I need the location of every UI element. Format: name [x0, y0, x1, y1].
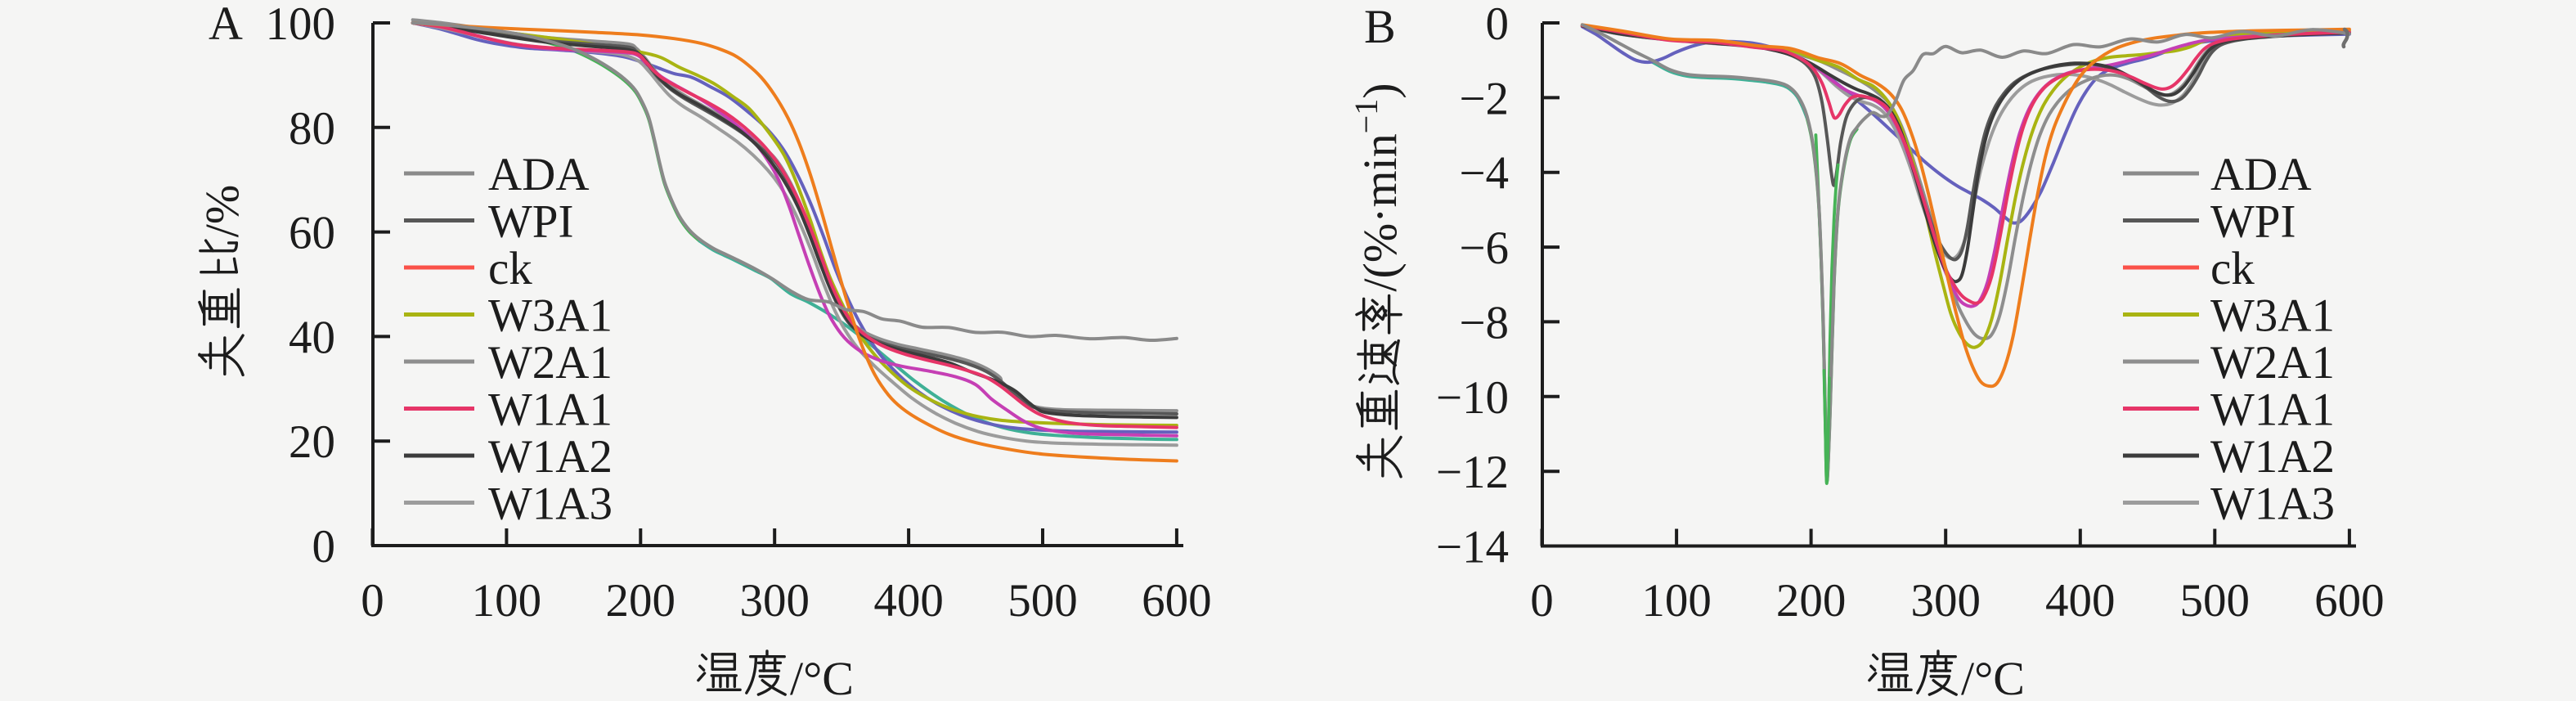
svg-text:400: 400	[873, 575, 944, 627]
svg-text:60: 60	[289, 208, 335, 259]
svg-text:/(%·min: /(%·min	[1353, 133, 1407, 291]
svg-text:/°C: /°C	[790, 652, 854, 701]
svg-text:ck: ck	[2210, 243, 2255, 294]
svg-text:W3A1: W3A1	[2210, 290, 2335, 342]
svg-text:500: 500	[1008, 575, 1078, 627]
svg-text:−2: −2	[1459, 73, 1509, 124]
svg-text:/%: /%	[195, 185, 249, 237]
svg-text:−10: −10	[1436, 372, 1509, 424]
svg-text:W1A3: W1A3	[2210, 479, 2335, 530]
svg-text:WPI: WPI	[2210, 196, 2296, 248]
svg-text:−8: −8	[1459, 297, 1509, 348]
svg-text:0: 0	[1486, 0, 1510, 50]
svg-text:−4: −4	[1459, 148, 1509, 200]
svg-text:W2A1: W2A1	[488, 337, 613, 389]
svg-text:ADA: ADA	[2210, 149, 2312, 200]
svg-text:W1A2: W1A2	[2210, 431, 2335, 483]
svg-text:0: 0	[1530, 575, 1554, 627]
svg-text:B: B	[1364, 0, 1396, 53]
svg-text:W2A1: W2A1	[2210, 337, 2335, 389]
svg-text:): )	[1353, 83, 1407, 98]
svg-text:300: 300	[739, 575, 810, 627]
svg-text:0: 0	[361, 575, 384, 627]
svg-text:600: 600	[1142, 575, 1212, 627]
svg-text:−6: −6	[1459, 222, 1509, 274]
svg-text:300: 300	[1910, 575, 1981, 627]
svg-text:WPI: WPI	[488, 196, 573, 248]
svg-text:100: 100	[472, 575, 542, 627]
svg-text:100: 100	[1641, 575, 1712, 627]
svg-text:−12: −12	[1436, 447, 1509, 498]
svg-text:200: 200	[606, 575, 676, 627]
svg-text:600: 600	[2314, 575, 2385, 627]
svg-text:80: 80	[289, 103, 335, 155]
svg-text:W1A2: W1A2	[488, 431, 613, 483]
svg-text:W1A1: W1A1	[488, 384, 613, 436]
svg-text:W1A3: W1A3	[488, 479, 613, 530]
svg-text:500: 500	[2180, 575, 2251, 627]
svg-text:ck: ck	[488, 243, 532, 294]
svg-text:400: 400	[2045, 575, 2116, 627]
svg-text:A: A	[209, 0, 243, 50]
svg-text:0: 0	[312, 521, 336, 573]
svg-text:100: 100	[266, 0, 336, 50]
svg-text:−1: −1	[1348, 99, 1384, 134]
svg-text:W3A1: W3A1	[488, 290, 613, 342]
svg-text:40: 40	[289, 312, 335, 363]
svg-text:−14: −14	[1436, 522, 1509, 573]
svg-text:/°C: /°C	[1961, 652, 2025, 701]
svg-text:W1A1: W1A1	[2210, 384, 2335, 436]
svg-text:20: 20	[289, 416, 335, 468]
svg-text:200: 200	[1776, 575, 1847, 627]
svg-text:ADA: ADA	[488, 149, 590, 200]
